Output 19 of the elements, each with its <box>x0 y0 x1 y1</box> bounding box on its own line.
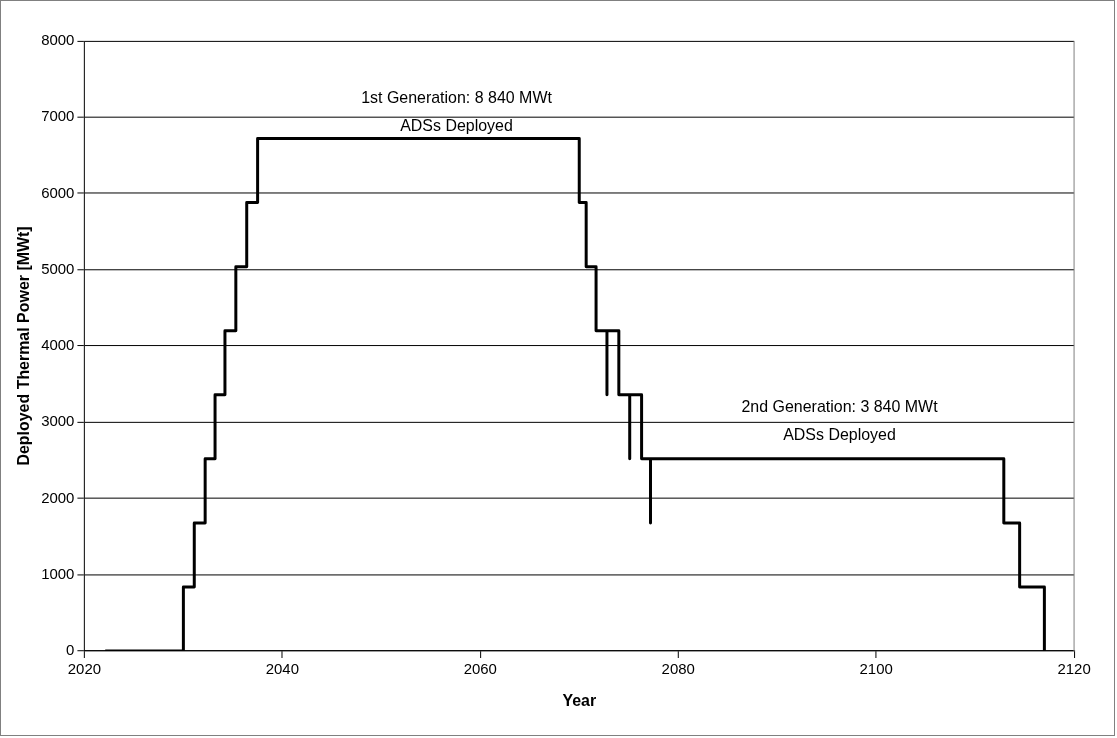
y-tick-label: 2000 <box>41 488 75 506</box>
y-tick-label: 7000 <box>41 107 75 125</box>
x-tick-label: 2040 <box>265 660 299 678</box>
x-tick-label: 2020 <box>67 660 102 678</box>
x-tick-label: 2100 <box>859 660 893 678</box>
y-tick-label: 0 <box>66 641 75 659</box>
y-tick-label: 6000 <box>41 183 75 201</box>
x-axis-title: Year <box>562 691 597 709</box>
x-tick-label: 2080 <box>661 660 695 678</box>
y-tick-label: 3000 <box>41 412 75 430</box>
x-tick-label: 2060 <box>463 660 497 678</box>
y-tick-label: 8000 <box>41 31 75 49</box>
annotation: 2nd Generation: 3 840 MWt ADSs Deployed <box>741 398 939 443</box>
y-tick-label: 4000 <box>41 336 75 354</box>
y-tick-label: 5000 <box>41 259 75 277</box>
x-tick-label: 2120 <box>1057 660 1091 678</box>
annotation: 1st Generation: 8 840 MWt ADSs Deployed <box>361 89 553 135</box>
y-tick-label: 1000 <box>41 564 75 582</box>
y-axis-title: Deployed Thermal Power [MWt] <box>14 226 32 466</box>
